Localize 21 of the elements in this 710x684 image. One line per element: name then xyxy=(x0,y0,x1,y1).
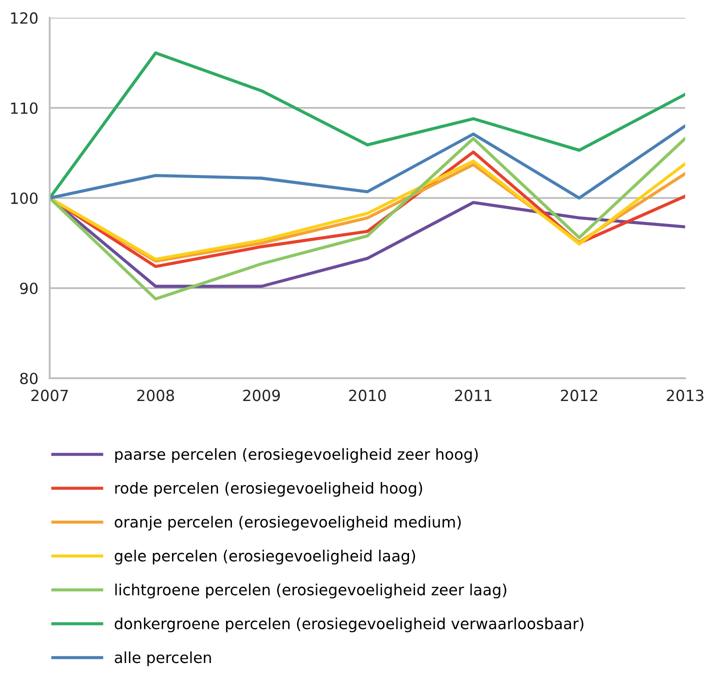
x-tick-label: 2012 xyxy=(560,390,598,402)
line-series xyxy=(50,137,686,300)
y-tick-label: 100 xyxy=(11,192,38,204)
legend-label: lichtgroene percelen (erosiegevoeligheid zeer laag) xyxy=(115,584,506,598)
x-tick-label: 2011 xyxy=(455,390,492,402)
line-series xyxy=(50,124,686,200)
y-tick-label: 90 xyxy=(20,282,38,294)
legend-label: alle percelen xyxy=(114,651,211,666)
x-tick-label: 2009 xyxy=(243,390,280,402)
legend-label: donkergroene percelen (erosiegevoeligheid verwaarloosbaar) xyxy=(114,618,584,632)
x-tick-label: 2010 xyxy=(349,390,386,402)
y-tick-label: 80 xyxy=(20,372,38,384)
x-tick-label: 2008 xyxy=(137,390,174,402)
x-tick-label: 2007 xyxy=(31,390,68,402)
legend-label: rode percelen (erosiegevoeligheid hoog) xyxy=(115,482,422,497)
legend-label: oranje percelen (erosiegevoeligheid medium) xyxy=(114,516,461,531)
x-tick-label: 2013 xyxy=(666,390,704,402)
y-tick-label: 110 xyxy=(11,102,38,114)
y-tick-label: 120 xyxy=(11,12,38,24)
legend-label: gele percelen (erosiegevoeligheid laag) xyxy=(114,550,416,565)
legend-label: paarse percelen (erosiegevoeligheid zeer hoog) xyxy=(115,448,478,463)
